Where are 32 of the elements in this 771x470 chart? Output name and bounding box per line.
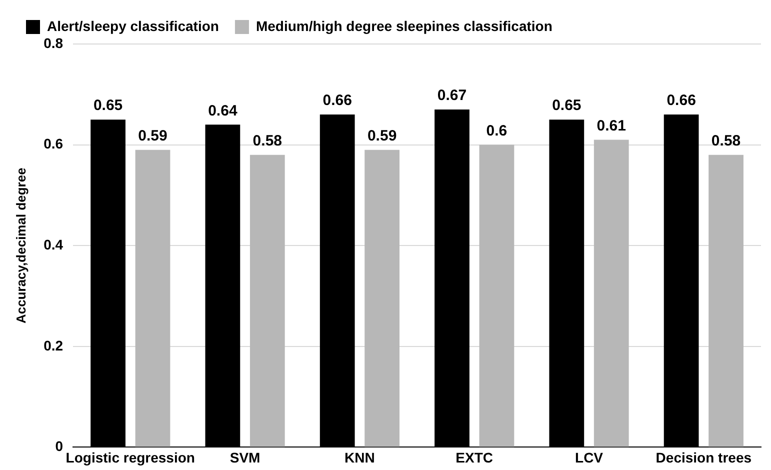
y-tick-label: 0.6 bbox=[44, 136, 64, 152]
x-tick-label: LCV bbox=[575, 449, 604, 466]
data-label: 0.61 bbox=[596, 117, 626, 134]
bar bbox=[594, 140, 629, 447]
data-label: 0.59 bbox=[367, 127, 397, 144]
data-label: 0.65 bbox=[93, 97, 123, 114]
bar bbox=[479, 144, 514, 447]
x-tick-label: Decision trees bbox=[656, 449, 752, 466]
data-label: 0.59 bbox=[138, 127, 168, 144]
data-label: 0.58 bbox=[252, 132, 282, 150]
data-label: 0.67 bbox=[437, 87, 467, 104]
x-tick-label: Logistic regression bbox=[66, 449, 195, 466]
y-tick-label: 0.2 bbox=[44, 337, 64, 354]
bar bbox=[364, 150, 400, 447]
y-tick-label: 0.8 bbox=[44, 34, 64, 51]
y-axis-title: Accuracy,decimal degree bbox=[13, 168, 28, 324]
bar bbox=[250, 154, 285, 447]
x-tick-label: EXTC bbox=[456, 449, 494, 466]
x-tick-label: SVM bbox=[230, 449, 260, 466]
data-label: 0.66 bbox=[666, 92, 696, 110]
data-label: 0.58 bbox=[711, 132, 741, 150]
bar bbox=[135, 150, 170, 447]
data-label: 0.65 bbox=[552, 97, 582, 114]
data-label: 0.64 bbox=[208, 102, 238, 120]
legend-label: Alert/sleepy classification bbox=[47, 18, 219, 34]
legend-label: Medium/high degree sleepines classification bbox=[256, 18, 552, 34]
x-tick-label: KNN bbox=[344, 449, 375, 466]
y-tick-label: 0.4 bbox=[44, 236, 64, 252]
data-label: 0.66 bbox=[322, 92, 352, 110]
y-tick-label: 0 bbox=[55, 438, 64, 454]
data-label: 0.6 bbox=[486, 122, 508, 140]
bar bbox=[708, 154, 744, 447]
